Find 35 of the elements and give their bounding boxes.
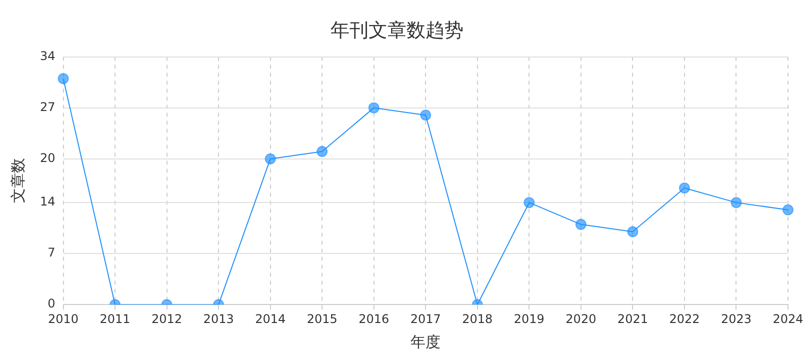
x-tick-label: 2021 <box>617 312 648 326</box>
point <box>524 197 535 208</box>
x-tick-label: 2016 <box>358 312 390 326</box>
point <box>368 102 380 114</box>
x-tick-label: 2013 <box>203 312 234 326</box>
x-tick-label: 2024 <box>772 312 804 326</box>
point <box>627 226 638 238</box>
y-tick-label: 20 <box>40 150 56 165</box>
y-tick-label: 34 <box>40 48 56 63</box>
y-tick-label: 7 <box>48 246 56 260</box>
y-tick-label: 27 <box>40 100 56 114</box>
point <box>575 218 586 230</box>
x-tick-label: 2018 <box>462 312 493 326</box>
x-tick-label: 2022 <box>669 312 700 326</box>
x-tick-label: 2014 <box>255 312 286 326</box>
x-tick-label: 2017 <box>410 312 441 326</box>
point <box>730 197 742 208</box>
x-tick-label: 2010 <box>48 312 79 326</box>
y-tick-label: 14 <box>40 194 56 209</box>
x-tick-label: 2020 <box>566 312 596 326</box>
y-tick-label: 0 <box>48 296 56 311</box>
y-axis-title: 文章数 <box>8 158 27 204</box>
x-tick-label: 2011 <box>100 312 130 326</box>
x-tick-label: 2015 <box>306 312 338 326</box>
x-tick-label: 2019 <box>514 312 544 326</box>
point <box>420 110 432 121</box>
point <box>316 146 328 158</box>
x-tick-label: 2012 <box>152 312 182 326</box>
point <box>264 153 276 164</box>
point <box>782 204 794 216</box>
x-tick-label: 2023 <box>720 312 752 326</box>
chart-title: 年刊文章数趋势 <box>330 19 464 42</box>
point <box>58 73 69 84</box>
x-axis-title: 年度 <box>410 332 441 351</box>
point <box>678 182 690 194</box>
